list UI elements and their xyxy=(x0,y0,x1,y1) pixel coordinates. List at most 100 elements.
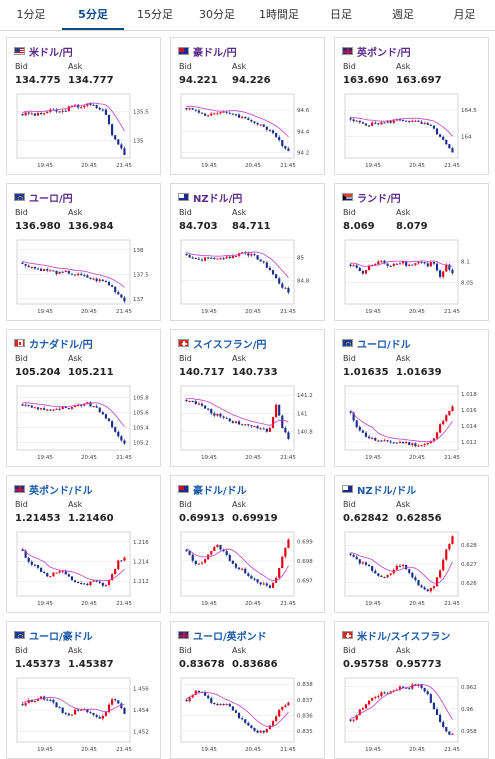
tab-5[interactable]: 1時間足 xyxy=(259,8,299,21)
rate-card[interactable]: ユーロ/ドル Bid Ask 1.01635 1.01639 1.018 1.016 1.01… xyxy=(334,329,489,467)
rate-card[interactable]: カナダドル/円 Bid Ask 105.204 105.211 105.8 105.6 105… xyxy=(6,329,161,467)
pair-name[interactable]: NZドル/ドル xyxy=(357,485,417,497)
candle-body xyxy=(352,719,355,721)
pair-title[interactable]: ユーロ/英ポンド xyxy=(178,628,267,643)
pair-title[interactable]: ユーロ/ドル xyxy=(342,336,411,351)
pair-title[interactable]: ユーロ/円 xyxy=(14,190,73,205)
pair-title[interactable]: ユーロ/豪ドル xyxy=(14,628,93,643)
eu-flag-icon xyxy=(14,193,25,201)
ask-label: Ask xyxy=(68,500,83,509)
candle-body xyxy=(439,714,442,722)
candle-body xyxy=(36,565,40,568)
pair-title[interactable]: カナダドル/円 xyxy=(14,336,93,351)
tab-2[interactable]: 5分足 xyxy=(62,0,124,30)
rate-card[interactable]: 豪ドル/円 Bid Ask 94.221 94.226 94.6 94.4 94.2 19:45… xyxy=(170,37,325,175)
pair-name[interactable]: ユーロ/ドル xyxy=(357,339,411,351)
candle-body xyxy=(70,105,74,107)
rate-card[interactable]: 英ポンド/ドル Bid Ask 1.21453 1.21460 1.216 1.214 1.2… xyxy=(6,475,161,613)
pair-name[interactable]: カナダドル/円 xyxy=(29,339,93,351)
candle-body xyxy=(241,718,244,720)
pair-name[interactable]: ユーロ/英ポンド xyxy=(193,631,267,643)
pair-name[interactable]: 豪ドル/円 xyxy=(193,47,237,59)
tab-6[interactable]: 日足 xyxy=(330,8,352,21)
pair-name[interactable]: ランド/円 xyxy=(357,193,401,205)
candle-body xyxy=(203,405,207,409)
pair-name[interactable]: 英ポンド/円 xyxy=(357,47,411,59)
candle-body xyxy=(213,703,216,705)
rate-card[interactable]: 米ドル/スイスフラン Bid Ask 0.95758 0.95773 0.962 0.96 0… xyxy=(334,621,489,759)
pair-name[interactable]: ユーロ/円 xyxy=(29,193,73,205)
candle-body xyxy=(247,722,250,726)
rate-card[interactable]: ユーロ/豪ドル Bid Ask 1.45373 1.45387 1.456 1.454 1.4… xyxy=(6,621,161,759)
candle-body xyxy=(411,264,414,266)
candle-body xyxy=(33,266,36,269)
pair-name[interactable]: 米ドル/円 xyxy=(29,47,73,59)
tab-7[interactable]: 週足 xyxy=(392,8,414,21)
candle-body xyxy=(275,133,278,137)
candle-body xyxy=(371,697,374,701)
candle-body xyxy=(210,409,213,414)
moving-average-line xyxy=(186,105,289,138)
pair-name[interactable]: NZドル/円 xyxy=(193,193,243,205)
candle-body xyxy=(92,104,95,106)
x-tick-label: 21:45 xyxy=(116,601,132,607)
pair-title[interactable]: 英ポンド/ドル xyxy=(14,482,93,497)
candle-body xyxy=(225,417,228,419)
candle-body xyxy=(101,582,104,586)
rate-card[interactable]: ユーロ/円 Bid Ask 136.980 136.984 138 137.5 137 19:4… xyxy=(6,183,161,321)
pair-title[interactable]: NZドル/円 xyxy=(178,190,243,205)
candle-body xyxy=(101,715,104,719)
candle-body xyxy=(43,269,46,271)
rate-card[interactable]: ユーロ/英ポンド Bid Ask 0.83678 0.83686 0.838 0.837 0.… xyxy=(170,621,325,759)
pair-title[interactable]: 米ドル/スイスフラン xyxy=(342,628,451,643)
candle-body xyxy=(24,703,27,706)
plot-frame xyxy=(16,531,131,597)
candle-body xyxy=(371,122,374,126)
candle-body xyxy=(61,110,64,112)
ask-value: 1.01639 xyxy=(396,367,442,378)
pair-title[interactable]: スイスフラン/円 xyxy=(178,336,267,351)
candle-body xyxy=(259,428,262,430)
candle-body xyxy=(123,440,126,444)
tab-4[interactable]: 30分足 xyxy=(199,8,235,21)
candle-body xyxy=(77,581,80,584)
rate-card[interactable]: ランド/円 Bid Ask 8.069 8.079 8.1 8.05 19:45 20:45 21… xyxy=(334,183,489,321)
pair-title[interactable]: 豪ドル/ドル xyxy=(178,482,247,497)
tab-8[interactable]: 月足 xyxy=(453,8,476,21)
rate-card[interactable]: 豪ドル/ドル Bid Ask 0.69913 0.69919 0.699 0.698 0.69… xyxy=(170,475,325,613)
candle-body xyxy=(225,256,228,259)
pair-name[interactable]: 英ポンド/ドル xyxy=(29,485,93,497)
candle-body xyxy=(284,547,287,557)
candle-body xyxy=(219,258,222,260)
rate-card[interactable]: NZドル/ドル Bid Ask 0.62842 0.62856 0.628 0.627 0.6… xyxy=(334,475,489,613)
rate-card[interactable]: 米ドル/円 Bid Ask 134.775 134.777 135.5 135 19:45 20… xyxy=(6,37,161,175)
rate-card[interactable]: 英ポンド/円 Bid Ask 163.690 163.697 164.5 164 19:45 2… xyxy=(334,37,489,175)
tab-1[interactable]: 1分足 xyxy=(16,8,46,21)
pair-title[interactable]: 米ドル/円 xyxy=(14,44,73,59)
pair-name[interactable]: 豪ドル/ドル xyxy=(193,485,247,497)
y-tick-label: 0.628 xyxy=(461,543,477,549)
pair-name[interactable]: ユーロ/豪ドル xyxy=(29,631,93,643)
pair-name[interactable]: 米ドル/スイスフラン xyxy=(357,631,451,643)
rate-card[interactable]: NZドル/円 Bid Ask 84.703 84.711 85 84.8 19:45 20:45… xyxy=(170,183,325,321)
tab-3[interactable]: 15分足 xyxy=(137,8,173,21)
pair-title[interactable]: ランド/円 xyxy=(342,190,401,205)
candle-body xyxy=(95,406,98,408)
rate-card[interactable]: スイスフラン/円 Bid Ask 140.717 140.733 141.2 141 140.… xyxy=(170,329,325,467)
candle-body xyxy=(265,428,268,432)
candle-body xyxy=(107,282,111,286)
candle-body xyxy=(420,585,423,588)
candle-body xyxy=(420,121,423,124)
candle-body xyxy=(414,120,417,122)
candle-body xyxy=(228,703,231,707)
pair-title[interactable]: NZドル/ドル xyxy=(342,482,417,497)
candle-body xyxy=(55,702,58,708)
bid-label: Bid xyxy=(15,500,28,509)
pair-title[interactable]: 豪ドル/円 xyxy=(178,44,237,59)
candle-body xyxy=(395,263,398,265)
pair-name[interactable]: スイスフラン/円 xyxy=(193,339,267,351)
candle-body xyxy=(21,113,24,116)
pair-title[interactable]: 英ポンド/円 xyxy=(342,44,411,59)
candle-body xyxy=(250,575,253,579)
ask-value: 105.211 xyxy=(68,367,114,378)
